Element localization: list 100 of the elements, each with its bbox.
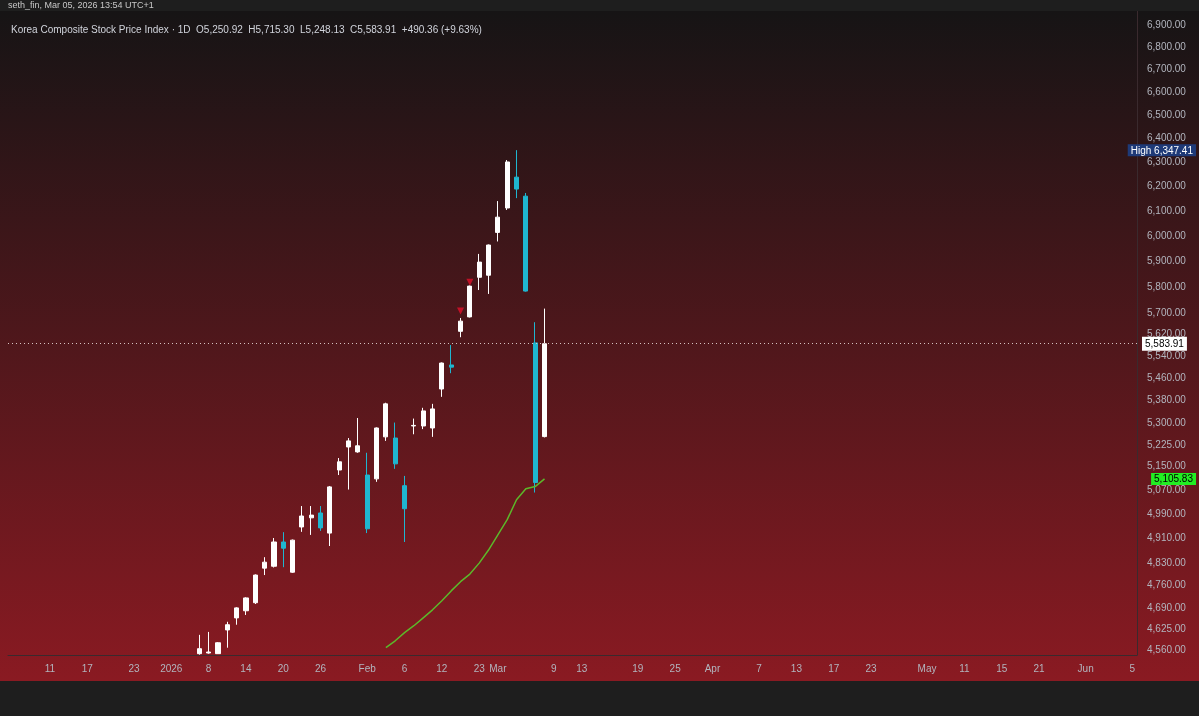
candlestick (505, 159, 510, 211)
y-tick-label: 5,380.00 (1147, 394, 1187, 406)
candlestick (458, 317, 463, 338)
candlestick (449, 344, 454, 374)
x-tick-label: 13 (790, 662, 803, 674)
y-tick-label: 6,300.00 (1147, 155, 1187, 167)
y-tick-label: 6,800.00 (1147, 40, 1187, 52)
candlestick (430, 403, 435, 438)
x-tick-label: 9 (551, 662, 558, 674)
candlestick (281, 531, 286, 568)
y-tick-label: 5,070.00 (1147, 484, 1187, 496)
x-tick-label: 15 (996, 662, 1008, 674)
x-tick-label: 23 (128, 662, 140, 674)
candlestick (514, 149, 519, 199)
x-tick-label: 5 (1129, 662, 1136, 674)
candlestick (206, 631, 211, 655)
y-tick-label: 6,200.00 (1147, 180, 1187, 192)
candlestick (318, 505, 323, 532)
y-tick-label: 6,700.00 (1147, 63, 1187, 74)
candlestick (197, 634, 202, 656)
x-tick-label: 19 (632, 662, 644, 674)
candlestick (383, 402, 388, 442)
x-tick-label: 6 (401, 662, 408, 674)
y-tick-label: 5,800.00 (1147, 280, 1187, 292)
y-tick-label: 5,540.00 (1147, 350, 1187, 362)
y-tick-label: 4,625.00 (1147, 622, 1187, 634)
x-tick-label: 17 (828, 662, 840, 674)
candlestick (234, 606, 239, 626)
y-tick-label: 5,900.00 (1147, 255, 1187, 267)
y-tick-label: 5,300.00 (1147, 417, 1187, 429)
candlestick (495, 200, 500, 242)
y-tick-label: 6,400.00 (1147, 132, 1187, 144)
y-tick-label: 5,700.00 (1147, 307, 1187, 319)
candlestick (523, 192, 528, 293)
y-tick-label: 4,690.00 (1147, 601, 1187, 613)
y-tick-label: 5,225.00 (1147, 438, 1187, 450)
candlestick (309, 505, 314, 536)
x-tick-label: 8 (205, 662, 212, 674)
candlestick (402, 475, 407, 543)
x-tick-label: 2026 (160, 662, 183, 674)
x-tick-label: 11 (959, 662, 971, 674)
candlestick (327, 485, 332, 547)
candlestick (225, 621, 230, 649)
y-tick-label: 4,990.00 (1147, 508, 1187, 520)
text: seth_fin, Mar 05, 2026 13:54 UTC+1 (8, 0, 154, 11)
candlestick (243, 596, 249, 616)
candlestick (365, 452, 370, 534)
candlestick (467, 285, 472, 318)
x-tick-label: Jun (1077, 662, 1094, 674)
y-tick-label: 4,760.00 (1147, 579, 1187, 591)
y-tick-label: 4,560.00 (1147, 644, 1187, 656)
y-tick-label: 6,900.00 (1147, 18, 1187, 30)
candlestick (486, 244, 491, 295)
candlestick (421, 407, 426, 430)
candlestick (253, 573, 258, 605)
line-series (385, 478, 546, 649)
x-tick-label: 17 (81, 662, 94, 674)
y-tick-label: 6,500.00 (1147, 108, 1187, 120)
candlestick (262, 556, 267, 576)
candlestick (393, 422, 398, 470)
candlestick (215, 641, 221, 655)
y-tick-label: 4,830.00 (1147, 557, 1187, 569)
x-tick-label: Apr (704, 662, 721, 674)
candlestick (337, 457, 342, 476)
candlestick (439, 361, 444, 398)
x-tick-label: 12 (436, 662, 448, 674)
y-tick-label: 5,460.00 (1147, 372, 1187, 384)
y-tick-label: 5,620.00 (1147, 328, 1187, 340)
candlestick (477, 253, 482, 291)
candlestick (374, 426, 379, 483)
x-tick-label: 25 (669, 662, 682, 674)
x-tick-label: 11 (44, 662, 56, 674)
candlestick (299, 505, 304, 533)
x-tick-label: 26 (315, 662, 327, 674)
x-tick-label: 7 (756, 662, 763, 674)
x-tick-label: Mar (489, 662, 508, 674)
candlestick (411, 418, 416, 435)
x-tick-label: May (917, 662, 937, 674)
text: 5,105.83 (1154, 473, 1194, 485)
x-tick-label: 23 (473, 662, 486, 674)
x-tick-label: 20 (277, 662, 290, 674)
y-tick-label: 6,000.00 (1147, 229, 1187, 241)
x-tick-label: Feb (358, 662, 377, 674)
candlestick (355, 417, 360, 454)
y-tick-label: 6,600.00 (1147, 85, 1187, 97)
y-tick-label: 6,100.00 (1147, 204, 1187, 216)
text: Korea Composite Stock Price Index · 1D O5,250.92 H5,715.30 L5,248.13 C5,583.91 +490.36 (+9.63%) (11, 23, 482, 35)
x-tick-label: 23 (865, 662, 878, 674)
y-tick-label: 5,150.00 (1147, 460, 1187, 472)
candlestick (346, 437, 351, 491)
candlestick (290, 539, 295, 574)
x-tick-label: 21 (1033, 662, 1046, 674)
x-tick-label: 13 (576, 662, 588, 674)
ref-line-label: 5,583.91 (1145, 338, 1185, 350)
candlestick (271, 537, 277, 568)
candlestick (542, 308, 547, 438)
annotation: High 6,347.41 (1130, 144, 1194, 156)
y-tick-label: 4,910.00 (1147, 532, 1187, 544)
candlestick (533, 321, 538, 494)
x-tick-label: 14 (240, 662, 252, 674)
